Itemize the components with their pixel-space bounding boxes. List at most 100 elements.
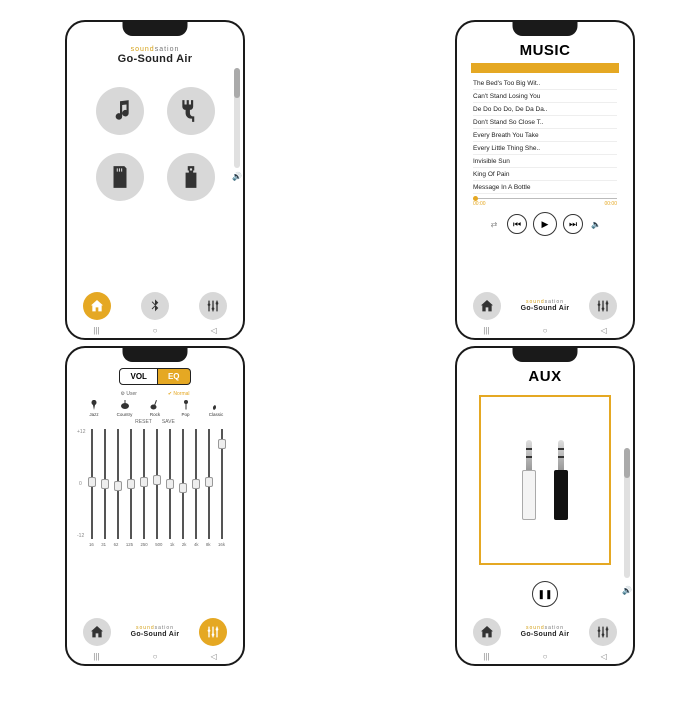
eq-slider[interactable] <box>117 429 119 539</box>
eq-slider[interactable] <box>195 429 197 539</box>
music-source-button[interactable] <box>96 87 144 135</box>
preset-pop[interactable]: Pop <box>175 399 197 417</box>
volume-scrollbar[interactable] <box>624 448 630 578</box>
sliders-icon <box>205 298 221 314</box>
eq-sliders: +12 0 -12 <box>85 429 225 539</box>
track-row[interactable]: Don't Stand So Close T.. <box>473 116 617 129</box>
accent-bar <box>471 63 619 73</box>
eq-slider[interactable] <box>156 429 158 539</box>
track-row[interactable]: Message In A Bottle <box>473 181 617 194</box>
axis-label: +12 <box>77 429 85 435</box>
android-navbar: |||○◁ <box>67 652 243 661</box>
track-row[interactable]: Every Little Thing She.. <box>473 142 617 155</box>
sd-source-button[interactable] <box>96 153 144 201</box>
eq-slider[interactable] <box>221 429 223 539</box>
time-current: 00:00 <box>473 201 486 207</box>
track-row[interactable]: The Bed's Too Big Wit.. <box>473 77 617 90</box>
home-icon <box>89 624 105 640</box>
preset-normal[interactable]: ✔ Normal <box>168 391 190 397</box>
volume-button[interactable]: 🔈 <box>589 217 603 231</box>
shuffle-button[interactable]: ⇄ <box>487 217 501 231</box>
prev-button[interactable]: ⏮ <box>507 214 527 234</box>
sd-icon <box>107 164 133 190</box>
speaker-icon: 🔊 <box>622 586 632 595</box>
brand-logo: soundsation Go-Sound Air <box>501 299 589 312</box>
android-navbar: |||○◁ <box>457 326 633 335</box>
phone-aux: AUX 🔊 ❚❚ soundsation Go-Sound Air |||○◁ <box>455 346 635 666</box>
freq-label: 62 <box>114 542 119 547</box>
preset-jazz[interactable]: Jazz <box>83 399 105 417</box>
brand-logo: soundsation Go-Sound Air <box>75 46 235 65</box>
page-title: MUSIC <box>465 42 625 59</box>
android-navbar: |||○◁ <box>457 652 633 661</box>
eq-slider[interactable] <box>208 429 210 539</box>
volume-scrollbar[interactable] <box>234 68 240 168</box>
usb-source-button[interactable] <box>167 153 215 201</box>
preset-user[interactable]: ⚙ User <box>120 391 136 397</box>
notch <box>123 22 188 36</box>
reset-button[interactable]: RESET <box>135 419 152 425</box>
save-button[interactable]: SAVE <box>162 419 175 425</box>
notch <box>513 348 578 362</box>
eq-slider[interactable] <box>143 429 145 539</box>
progress-bar[interactable] <box>473 198 617 199</box>
brand-logo: soundsation Go-Sound Air <box>111 625 199 638</box>
freq-label: 500 <box>155 542 162 547</box>
track-row[interactable]: Every Breath You Take <box>473 129 617 142</box>
jack-white <box>520 440 538 520</box>
brand-logo: soundsation Go-Sound Air <box>501 625 589 638</box>
track-row[interactable]: De Do Do Do, De Da Da.. <box>473 103 617 116</box>
freq-label: 125 <box>126 542 133 547</box>
freq-label: 4k <box>194 542 199 547</box>
nav-bluetooth-button[interactable] <box>141 292 169 320</box>
music-icon <box>107 98 133 124</box>
nav-eq-button[interactable] <box>199 292 227 320</box>
speaker-icon: 🔊 <box>232 172 242 181</box>
nav-eq-button[interactable] <box>589 618 617 646</box>
freq-label: 1k <box>170 542 175 547</box>
page-title: AUX <box>465 368 625 385</box>
phone-eq: VOL EQ ⚙ User ✔ Normal Jazz Country Rock… <box>65 346 245 666</box>
freq-label: 8k <box>206 542 211 547</box>
track-row[interactable]: Can't Stand Losing You <box>473 90 617 103</box>
freq-label: 2k <box>182 542 187 547</box>
nav-eq-button[interactable] <box>589 292 617 320</box>
play-button[interactable]: ▶ <box>533 212 557 236</box>
axis-label: 0 <box>79 481 82 487</box>
tab-vol[interactable]: VOL <box>119 368 157 385</box>
track-list: The Bed's Too Big Wit..Can't Stand Losin… <box>465 77 625 194</box>
nav-home-button[interactable] <box>83 292 111 320</box>
eq-slider[interactable] <box>182 429 184 539</box>
phone-home: soundsation Go-Sound Air <box>65 20 245 340</box>
eq-slider[interactable] <box>104 429 106 539</box>
notch <box>123 348 188 362</box>
sliders-icon <box>205 624 221 640</box>
track-row[interactable]: Invisible Sun <box>473 155 617 168</box>
aux-source-button[interactable] <box>167 87 215 135</box>
freq-label: 250 <box>141 542 148 547</box>
home-icon <box>89 298 105 314</box>
next-button[interactable]: ⏭ <box>563 214 583 234</box>
preset-rock[interactable]: Rock <box>144 399 166 417</box>
preset-row: Jazz Country Rock Pop Classic <box>75 399 235 417</box>
preset-classic[interactable]: Classic <box>205 399 227 417</box>
nav-home-button[interactable] <box>473 292 501 320</box>
sliders-icon <box>595 298 611 314</box>
track-row[interactable]: King Of Pain <box>473 168 617 181</box>
usb-icon <box>178 164 204 190</box>
freq-label: 31 <box>101 542 106 547</box>
aux-illustration <box>479 395 611 565</box>
pause-button[interactable]: ❚❚ <box>532 581 558 607</box>
eq-slider[interactable] <box>91 429 93 539</box>
android-navbar: |||○◁ <box>67 326 243 335</box>
jack-black <box>552 440 570 520</box>
tab-eq[interactable]: EQ <box>158 368 191 385</box>
nav-home-button[interactable] <box>473 618 501 646</box>
eq-slider[interactable] <box>169 429 171 539</box>
home-icon <box>479 298 495 314</box>
nav-eq-button[interactable] <box>199 618 227 646</box>
freq-labels: 1631621252505001k2k4k8k16k <box>89 542 225 547</box>
nav-home-button[interactable] <box>83 618 111 646</box>
preset-country[interactable]: Country <box>114 399 136 417</box>
eq-slider[interactable] <box>130 429 132 539</box>
